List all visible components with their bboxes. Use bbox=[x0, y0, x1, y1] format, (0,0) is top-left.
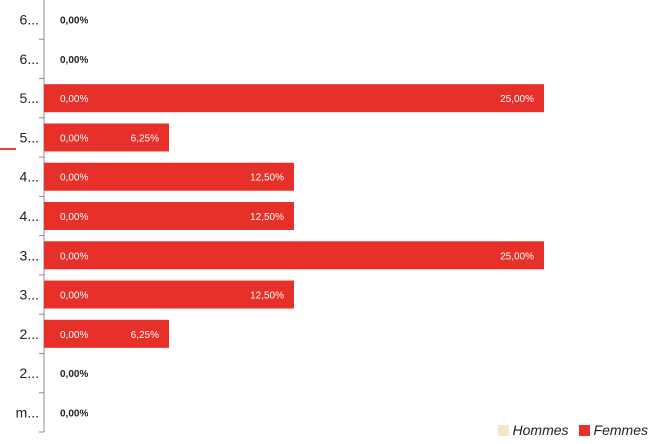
data-label-femmes: 12,50% bbox=[250, 173, 284, 184]
data-label-hommes: 0,00% bbox=[60, 330, 88, 341]
y-tick-label: 4... bbox=[20, 169, 39, 185]
legend-swatch-hommes bbox=[497, 424, 509, 436]
bar-femmes bbox=[44, 319, 169, 348]
data-label-hommes: 0,00% bbox=[60, 55, 88, 66]
bar-femmes bbox=[44, 280, 294, 309]
y-tick-label: 6... bbox=[20, 12, 39, 28]
bar-femmes bbox=[44, 202, 294, 230]
legend-item-femmes: Femmes bbox=[578, 422, 648, 438]
data-label-femmes: 12,50% bbox=[250, 212, 284, 223]
legend-item-hommes: Hommes bbox=[497, 422, 569, 438]
data-label-hommes: 0,00% bbox=[60, 408, 88, 419]
y-tick-label: 3... bbox=[20, 287, 39, 303]
bar-femmes bbox=[44, 84, 544, 113]
data-label-femmes: 12,50% bbox=[250, 291, 284, 302]
data-label-hommes: 0,00% bbox=[60, 133, 88, 144]
data-label-femmes: 6,25% bbox=[131, 330, 159, 341]
data-label-femmes: 25,00% bbox=[500, 251, 534, 262]
y-tick-label: 5... bbox=[20, 129, 39, 145]
legend-label-hommes: Hommes bbox=[512, 422, 569, 438]
data-label-hommes: 0,00% bbox=[60, 212, 88, 223]
y-tick-label: 2... bbox=[20, 365, 39, 381]
data-label-hommes: 0,00% bbox=[60, 16, 88, 27]
bar-femmes bbox=[44, 162, 294, 191]
data-label-hommes: 0,00% bbox=[60, 251, 88, 262]
data-label-hommes: 0,00% bbox=[60, 369, 88, 380]
bar-femmes bbox=[44, 123, 169, 152]
y-tick-label: m... bbox=[16, 404, 39, 420]
data-label-hommes: 0,00% bbox=[60, 291, 88, 302]
data-label-femmes: 25,00% bbox=[500, 94, 534, 105]
y-tick-label: 4... bbox=[20, 208, 39, 224]
bar-femmes bbox=[44, 241, 544, 270]
accent-mark bbox=[0, 148, 16, 150]
y-tick-label: 6... bbox=[20, 51, 39, 67]
legend-swatch-femmes bbox=[578, 424, 590, 436]
data-label-hommes: 0,00% bbox=[60, 94, 88, 105]
legend: Hommes Femmes bbox=[488, 422, 648, 438]
legend-label-femmes: Femmes bbox=[593, 422, 648, 438]
y-tick-label: 2... bbox=[20, 326, 39, 342]
data-label-hommes: 0,00% bbox=[60, 173, 88, 184]
data-label-femmes: 6,25% bbox=[131, 133, 159, 144]
y-tick-label: 3... bbox=[20, 247, 39, 263]
y-tick-label: 5... bbox=[20, 90, 39, 106]
